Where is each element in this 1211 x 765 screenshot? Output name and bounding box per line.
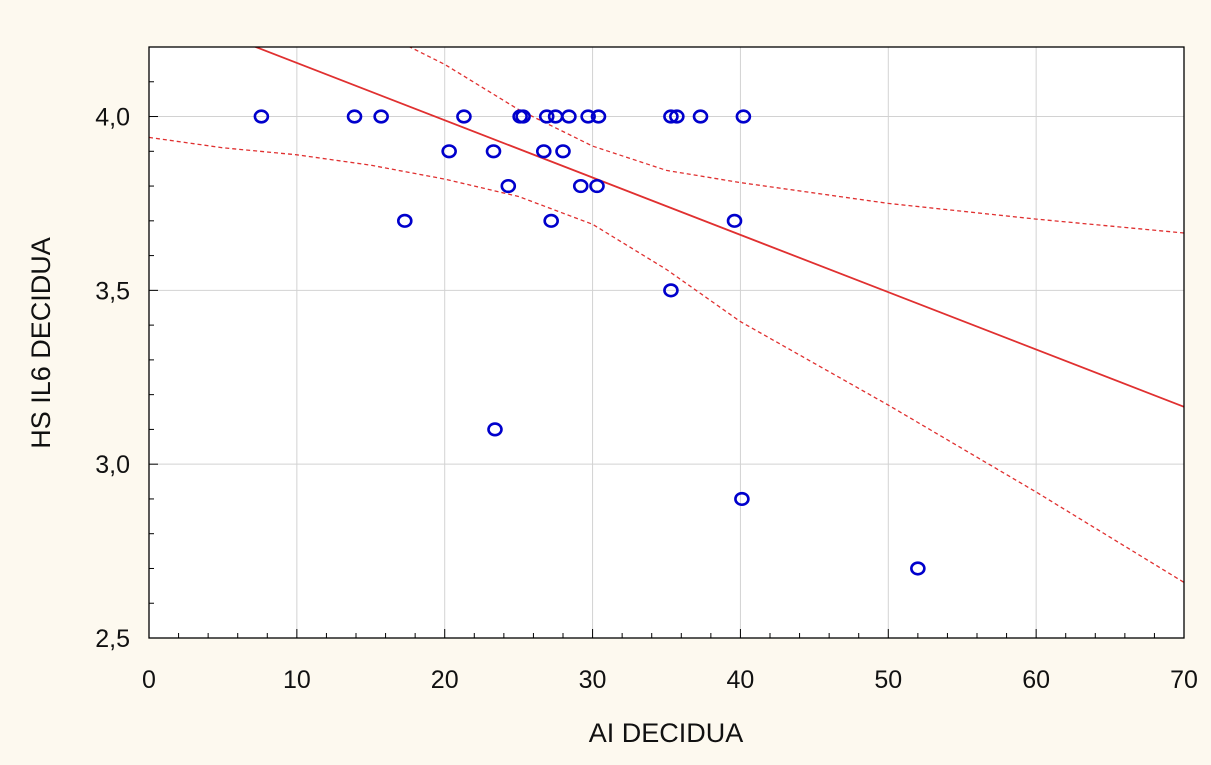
x-tick-label: 70 bbox=[1170, 666, 1198, 694]
x-tick-label: 30 bbox=[579, 666, 607, 694]
data-point bbox=[500, 178, 517, 194]
data-point bbox=[580, 109, 596, 124]
data-point bbox=[572, 178, 589, 194]
data-point bbox=[515, 109, 531, 124]
x-tick-labels: 0 10 20 30 40 50 60 70 bbox=[142, 666, 1198, 694]
data-point bbox=[538, 109, 555, 124]
data-point bbox=[663, 109, 679, 124]
x-tick-label: 20 bbox=[431, 666, 459, 694]
data-point bbox=[253, 109, 270, 124]
data-point bbox=[441, 144, 457, 159]
y-tick-label: 4,0 bbox=[95, 104, 130, 132]
y-tick-label: 3,5 bbox=[95, 277, 130, 305]
regression-line bbox=[253, 47, 1184, 408]
data-point bbox=[589, 178, 605, 194]
data-point bbox=[590, 109, 607, 124]
data-point bbox=[456, 109, 472, 124]
x-axis-title: AI DECIDUA bbox=[589, 718, 744, 748]
data-point bbox=[692, 109, 709, 124]
data-point bbox=[726, 213, 743, 228]
axis-ticks bbox=[148, 46, 1185, 639]
y-axis-title: HS IL6 DECIDUA bbox=[26, 237, 56, 449]
data-point bbox=[487, 422, 503, 437]
data-point bbox=[396, 213, 413, 228]
data-point bbox=[373, 109, 389, 124]
data-point bbox=[663, 283, 679, 298]
plot-frame bbox=[148, 46, 1185, 639]
confidence-upper-line bbox=[408, 47, 1184, 234]
y-tick-label: 2,5 bbox=[95, 625, 130, 653]
plot-background bbox=[149, 47, 1184, 638]
data-point bbox=[669, 109, 685, 124]
data-point bbox=[543, 213, 559, 228]
data-point bbox=[735, 109, 752, 124]
confidence-band bbox=[149, 47, 1184, 583]
regression-fit-line bbox=[253, 47, 1184, 408]
y-tick-labels: 2,5 3,0 3,5 4,0 bbox=[95, 104, 130, 653]
data-point bbox=[561, 109, 577, 124]
x-tick-label: 50 bbox=[874, 666, 902, 694]
data-point bbox=[555, 144, 571, 159]
x-tick-label: 10 bbox=[283, 666, 311, 694]
x-tick-label: 60 bbox=[1022, 666, 1050, 694]
confidence-lower-line bbox=[149, 136, 1184, 583]
x-tick-label: 40 bbox=[727, 666, 755, 694]
x-tick-label: 0 bbox=[142, 666, 156, 694]
y-tick-label: 3,0 bbox=[95, 451, 130, 479]
data-points bbox=[253, 109, 926, 576]
data-point bbox=[485, 144, 502, 159]
data-point bbox=[346, 109, 363, 124]
data-point bbox=[910, 561, 926, 576]
data-point bbox=[734, 491, 750, 507]
data-point bbox=[535, 144, 552, 159]
